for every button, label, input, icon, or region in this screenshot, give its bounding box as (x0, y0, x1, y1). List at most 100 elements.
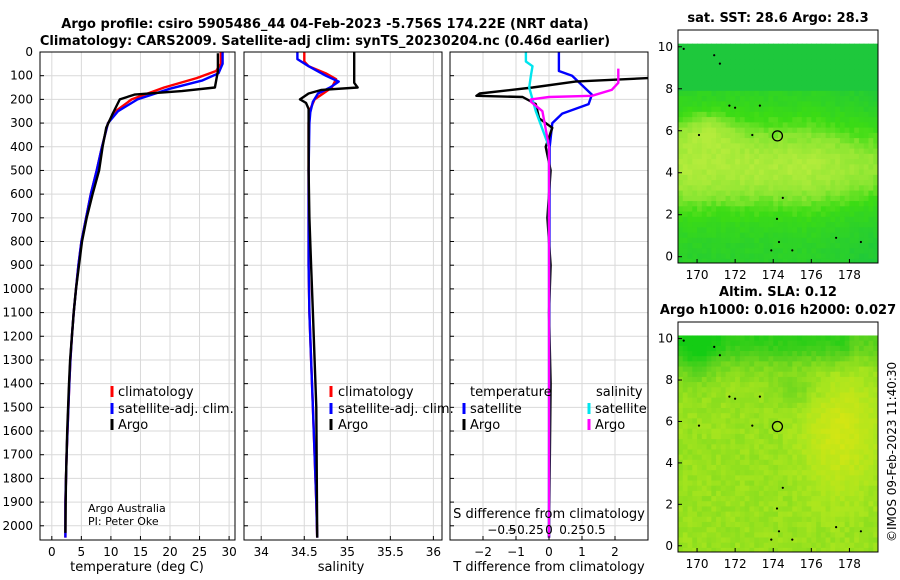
map-xtick-label: 176 (800, 268, 823, 282)
sla-map-frame (677, 321, 879, 553)
s-tick-label: 0.25 (559, 523, 586, 537)
series-salinity-argo (529, 68, 620, 538)
title-line-1: Argo profile: csiro 5905486_44 04-Feb-20… (61, 17, 588, 32)
map-ytick-label: 6 (665, 414, 673, 428)
island (758, 104, 762, 107)
legend-satellite: satellite-adj. clim. (118, 402, 234, 417)
map-ytick-label: 8 (665, 82, 673, 96)
island (781, 486, 784, 489)
island (775, 507, 779, 510)
ytick-label: 300 (10, 116, 33, 130)
island (682, 47, 685, 51)
map-ytick-label: 4 (665, 456, 673, 470)
map-xtick-label: 178 (838, 268, 861, 282)
salinity-panel: 34 34.5 35 35.5 36 salinity climatology sate… (243, 51, 454, 575)
series-climatology (64, 52, 223, 538)
map-ytick-label: 2 (665, 497, 673, 511)
xtick-label: 36 (426, 545, 441, 559)
sst-map-panel: sat. SST: 28.6 Argo: 28.3 170 172 174 176 17… (658, 11, 879, 282)
map-xtick-label: 176 (800, 557, 823, 571)
island (728, 395, 731, 398)
legend-satellite: satellite-adj. clim. (338, 402, 454, 417)
island (770, 538, 773, 541)
map-ytick-label: 6 (665, 124, 673, 138)
xtick-label: 30 (221, 545, 236, 559)
legend-s-satellite: satellite (595, 402, 647, 417)
series-argo (64, 53, 220, 533)
ytick-label: 900 (10, 258, 33, 272)
series-temperature-satellite (547, 52, 594, 538)
sla-map-subtitle: Argo h1000: 0.016 h2000: 0.027 (660, 303, 896, 318)
xtick-label: 15 (133, 545, 148, 559)
island (859, 530, 863, 533)
sla-map-title: Altim. SLA: 0.12 (719, 285, 837, 300)
island (697, 424, 701, 427)
xtick-label: 0 (545, 545, 553, 559)
legend-climatology: climatology (118, 385, 194, 400)
ytick-label: 1400 (2, 377, 33, 391)
island (682, 339, 685, 342)
island (835, 236, 838, 239)
s-tick-label: 0.5 (587, 523, 606, 537)
xtick-label: 5 (78, 545, 86, 559)
ytick-label: 2000 (2, 519, 33, 533)
title-line-2: Climatology: CARS2009. Satellite-adj cli… (40, 34, 610, 49)
map-xtick-label: 172 (724, 557, 747, 571)
s-tick-label: −0.5 (487, 523, 516, 537)
map-xtick-label: 172 (724, 268, 747, 282)
island (734, 106, 737, 109)
legend-header-salinity: salinity (596, 385, 643, 400)
sla-map-islands (682, 339, 863, 541)
map-ytick-label: 10 (658, 40, 673, 54)
ytick-label: 600 (10, 187, 33, 201)
xtick-label: 1 (578, 545, 586, 559)
map-ytick-label: 8 (665, 373, 673, 387)
map-ytick-label: 10 (658, 332, 673, 346)
legend-climatology: climatology (338, 385, 414, 400)
legend-header-temperature: temperature (470, 385, 552, 400)
xtick-label: 35 (340, 545, 355, 559)
legend-argo: Argo (338, 418, 368, 433)
island (770, 249, 773, 252)
map-xtick-label: 178 (838, 557, 861, 571)
timestamp: ©IMOS 09-Feb-2023 11:40:30 (885, 362, 899, 542)
series-argo (298, 52, 359, 538)
ytick-label: 1900 (2, 495, 33, 509)
map-ytick-label: 2 (665, 208, 673, 222)
island (835, 526, 838, 529)
series-satellite-adj-clim (64, 52, 224, 538)
salinity-legend: climatology satellite-adj. clim. Argo (329, 385, 454, 433)
island (713, 345, 716, 348)
map-xtick-label: 174 (762, 557, 785, 571)
map-xtick-label: 170 (686, 557, 709, 571)
island (777, 530, 781, 533)
ytick-label: 700 (10, 211, 33, 225)
island (718, 354, 722, 357)
sst-map-islands (682, 47, 863, 252)
ytick-label: 1100 (2, 306, 33, 320)
salinity-frame (243, 51, 443, 541)
ytick-label: 1000 (2, 282, 33, 296)
legend-argo: Argo (118, 418, 148, 433)
xtick-label: 2 (611, 545, 619, 559)
t-difference-xlabel: T difference from climatology (452, 560, 645, 575)
legend-s-argo: Argo (595, 418, 625, 433)
difference-legend: temperature salinity satellite Argo sate… (462, 385, 647, 433)
xtick-label: 25 (192, 545, 207, 559)
ytick-label: 1300 (2, 353, 33, 367)
island (791, 249, 794, 252)
island (859, 240, 863, 244)
island (751, 133, 754, 137)
s-tick-label: −0.25 (507, 523, 544, 537)
xtick-label: 34 (254, 545, 269, 559)
ytick-label: 0 (25, 45, 33, 59)
xtick-label: −2 (474, 545, 492, 559)
island (734, 397, 737, 400)
map-xtick-label: 174 (762, 268, 785, 282)
difference-panel: −2 −1 0 1 2 −0.5−0.25 0 0.25 0.5 S difference f… (449, 51, 649, 575)
island (781, 196, 784, 199)
legend-t-satellite: satellite (470, 402, 522, 417)
legend-t-argo: Argo (470, 418, 500, 433)
map-xtick-label: 170 (686, 268, 709, 282)
